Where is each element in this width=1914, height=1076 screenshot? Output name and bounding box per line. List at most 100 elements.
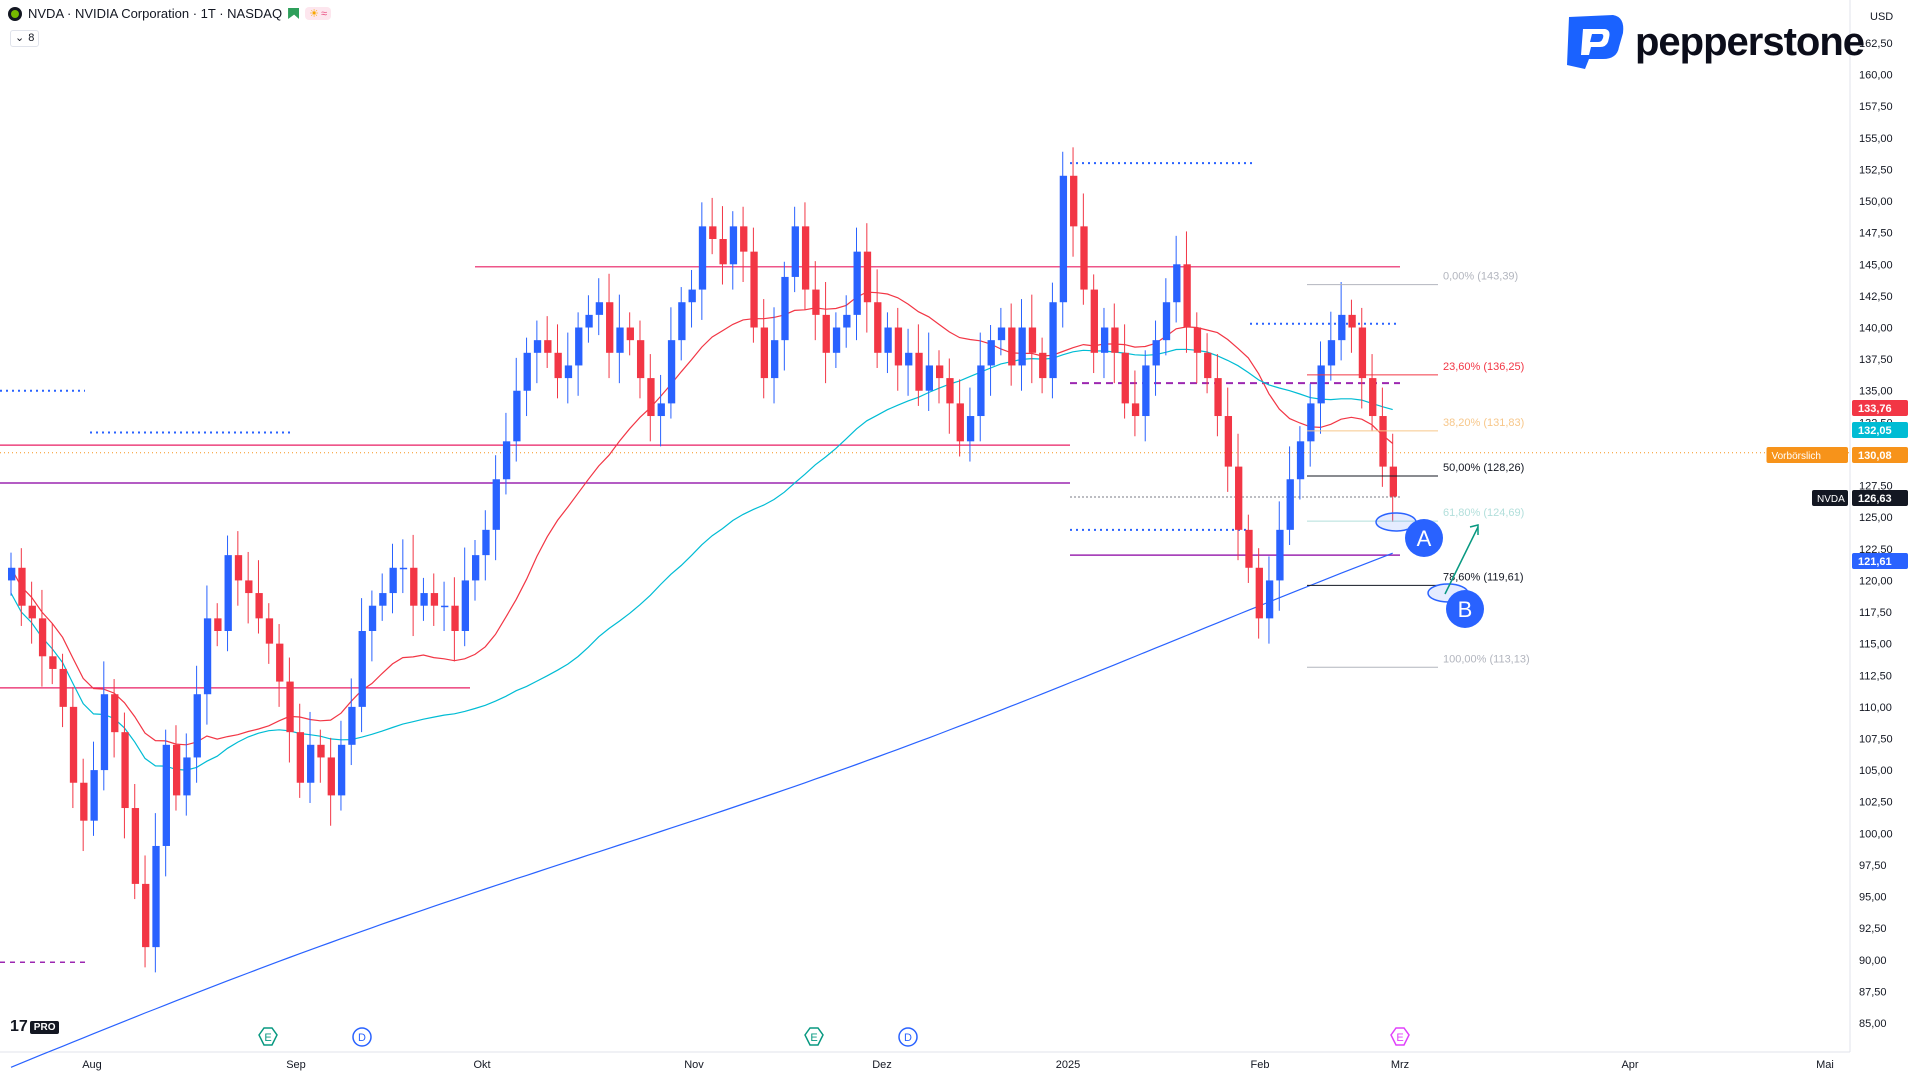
earnings-icon[interactable] bbox=[1390, 1027, 1410, 1046]
candle-body[interactable] bbox=[1028, 327, 1037, 353]
candle-body[interactable] bbox=[1183, 264, 1191, 328]
candle-body[interactable] bbox=[420, 593, 428, 606]
candle-body[interactable] bbox=[636, 340, 645, 379]
candle-body[interactable] bbox=[1008, 327, 1016, 366]
candle-body[interactable] bbox=[441, 605, 449, 608]
session-badge[interactable]: ☀ ≈ bbox=[305, 7, 331, 20]
candle-body[interactable] bbox=[1049, 302, 1057, 379]
candle-body[interactable] bbox=[1338, 314, 1346, 341]
candle-body[interactable] bbox=[729, 226, 738, 265]
candle-body[interactable] bbox=[977, 365, 985, 417]
candle-body[interactable] bbox=[8, 567, 16, 581]
candle-body[interactable] bbox=[801, 226, 810, 290]
candle-body[interactable] bbox=[1255, 567, 1263, 619]
candle-body[interactable] bbox=[1358, 327, 1367, 379]
candle-body[interactable] bbox=[791, 226, 799, 277]
candle-body[interactable] bbox=[193, 694, 201, 758]
candle-body[interactable] bbox=[513, 390, 521, 442]
indicator-toggle[interactable]: ⌄ 8 bbox=[10, 30, 40, 47]
candle-body[interactable] bbox=[461, 580, 469, 631]
candle-body[interactable] bbox=[688, 289, 696, 303]
candle-body[interactable] bbox=[523, 352, 531, 391]
marker-b-badge[interactable] bbox=[1446, 590, 1484, 628]
candle-body[interactable] bbox=[554, 352, 562, 379]
candle-body[interactable] bbox=[874, 302, 882, 353]
candle-body[interactable] bbox=[368, 605, 377, 631]
earnings-icon[interactable] bbox=[258, 1027, 278, 1046]
candle-body[interactable] bbox=[255, 593, 263, 619]
candle-body[interactable] bbox=[946, 378, 954, 404]
candle-body[interactable] bbox=[936, 365, 944, 379]
candle-body[interactable] bbox=[853, 251, 861, 315]
candle-body[interactable] bbox=[1059, 175, 1068, 303]
candle-body[interactable] bbox=[997, 327, 1006, 341]
candle-body[interactable] bbox=[564, 365, 573, 379]
candle-body[interactable] bbox=[1142, 365, 1150, 417]
candle-body[interactable] bbox=[430, 593, 439, 606]
candle-body[interactable] bbox=[1317, 365, 1325, 404]
candle-body[interactable] bbox=[1389, 466, 1397, 497]
candle-body[interactable] bbox=[286, 681, 294, 733]
candle-body[interactable] bbox=[585, 314, 593, 328]
candle-body[interactable] bbox=[1235, 466, 1243, 530]
dividend-icon[interactable] bbox=[898, 1027, 918, 1047]
candle-body[interactable] bbox=[172, 744, 181, 796]
candle-body[interactable] bbox=[183, 757, 191, 796]
candle-body[interactable] bbox=[1327, 340, 1336, 366]
candle-body[interactable] bbox=[905, 352, 913, 366]
candle-body[interactable] bbox=[1276, 529, 1284, 581]
marker-a-badge[interactable] bbox=[1405, 519, 1443, 557]
candle-body[interactable] bbox=[915, 352, 923, 391]
candle-body[interactable] bbox=[162, 744, 170, 846]
candle-body[interactable] bbox=[678, 302, 686, 341]
candle-body[interactable] bbox=[1307, 403, 1315, 442]
symbol-header[interactable]: NVDA · NVIDIA Corporation · 1T · NASDAQ … bbox=[8, 6, 331, 21]
candle-body[interactable] bbox=[1173, 264, 1181, 303]
candle-body[interactable] bbox=[121, 732, 129, 809]
candle-body[interactable] bbox=[203, 618, 212, 695]
candle-body[interactable] bbox=[1100, 327, 1109, 353]
candle-body[interactable] bbox=[1265, 580, 1274, 619]
candle-body[interactable] bbox=[276, 643, 284, 682]
candle-body[interactable] bbox=[657, 403, 665, 417]
candle-body[interactable] bbox=[709, 226, 717, 239]
candle-body[interactable] bbox=[389, 567, 397, 594]
candle-body[interactable] bbox=[1193, 327, 1202, 353]
candle-body[interactable] bbox=[1348, 314, 1356, 328]
candle-body[interactable] bbox=[502, 441, 511, 480]
candle-body[interactable] bbox=[812, 289, 820, 315]
candle-body[interactable] bbox=[1070, 175, 1078, 227]
candle-body[interactable] bbox=[296, 732, 305, 783]
candle-body[interactable] bbox=[595, 302, 604, 315]
candle-body[interactable] bbox=[894, 327, 903, 366]
candle-body[interactable] bbox=[307, 744, 315, 783]
candle-body[interactable] bbox=[1296, 441, 1305, 480]
candle-body[interactable] bbox=[482, 529, 490, 556]
candle-body[interactable] bbox=[90, 770, 98, 821]
candle-body[interactable] bbox=[1121, 352, 1129, 404]
candle-body[interactable] bbox=[214, 618, 222, 631]
candle-body[interactable] bbox=[1286, 479, 1294, 530]
candle-body[interactable] bbox=[956, 403, 964, 442]
candle-body[interactable] bbox=[647, 378, 655, 417]
candle-body[interactable] bbox=[317, 744, 325, 758]
candle-body[interactable] bbox=[698, 226, 707, 290]
candle-body[interactable] bbox=[59, 668, 67, 707]
candle-body[interactable] bbox=[822, 314, 830, 353]
candle-body[interactable] bbox=[337, 744, 346, 796]
candle-body[interactable] bbox=[472, 555, 480, 581]
candle-body[interactable] bbox=[245, 580, 253, 594]
candle-body[interactable] bbox=[533, 340, 542, 353]
candle-body[interactable] bbox=[49, 656, 57, 669]
candle-body[interactable] bbox=[131, 808, 140, 884]
candle-body[interactable] bbox=[1204, 352, 1212, 379]
candle-body[interactable] bbox=[265, 618, 274, 644]
candle-body[interactable] bbox=[626, 327, 634, 341]
candle-body[interactable] bbox=[1369, 378, 1377, 417]
candle-body[interactable] bbox=[80, 782, 88, 821]
candle-body[interactable] bbox=[863, 251, 872, 303]
candle-body[interactable] bbox=[100, 694, 109, 771]
candle-body[interactable] bbox=[667, 340, 676, 404]
candle-body[interactable] bbox=[358, 631, 366, 707]
